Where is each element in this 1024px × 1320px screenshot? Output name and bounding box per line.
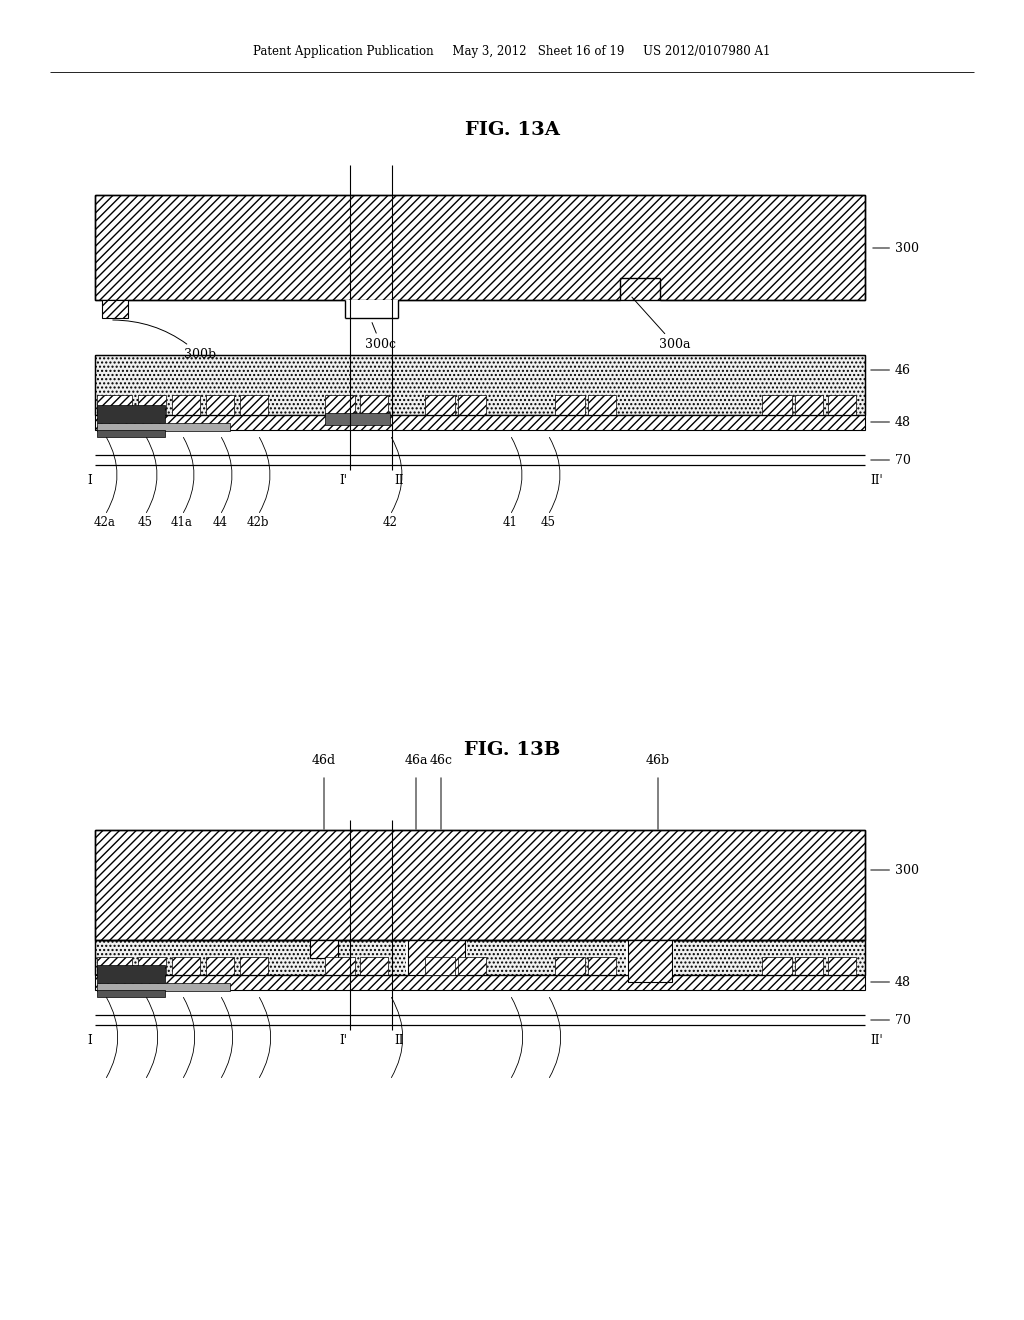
Bar — [408, 940, 465, 975]
Bar — [138, 395, 166, 414]
Text: 300a: 300a — [632, 297, 691, 351]
Bar — [97, 983, 230, 991]
Bar — [95, 195, 865, 300]
Text: 48: 48 — [870, 416, 911, 429]
Bar — [240, 395, 268, 414]
Text: 70: 70 — [870, 1014, 911, 1027]
Bar — [626, 940, 674, 977]
Text: FIG. 13A: FIG. 13A — [465, 121, 559, 139]
Text: II: II — [394, 1035, 403, 1048]
Bar — [425, 395, 455, 414]
Bar — [555, 395, 585, 414]
Bar — [138, 957, 166, 975]
Text: FIG. 13B: FIG. 13B — [464, 741, 560, 759]
Text: 46c: 46c — [429, 754, 453, 767]
Bar — [425, 957, 455, 975]
Bar — [95, 830, 865, 940]
Bar — [795, 395, 823, 414]
Bar — [95, 414, 865, 430]
Bar — [97, 957, 132, 975]
Text: 300: 300 — [870, 863, 919, 876]
Bar — [102, 300, 128, 318]
Bar — [762, 395, 792, 414]
Bar — [628, 940, 672, 982]
Text: 46b: 46b — [646, 754, 670, 767]
Bar — [555, 957, 585, 975]
Text: 41: 41 — [503, 516, 517, 529]
Text: Patent Application Publication     May 3, 2012   Sheet 16 of 19     US 2012/0107: Patent Application Publication May 3, 20… — [253, 45, 771, 58]
Text: 70: 70 — [870, 454, 911, 466]
Text: II': II' — [870, 474, 883, 487]
Bar — [95, 975, 865, 990]
Bar — [310, 940, 338, 958]
Bar — [325, 413, 390, 425]
Text: 42b: 42b — [247, 516, 269, 529]
Text: I': I' — [339, 1035, 347, 1048]
Text: II: II — [394, 474, 403, 487]
Bar — [97, 990, 165, 997]
Bar — [828, 395, 856, 414]
Bar — [102, 300, 128, 318]
Text: 300b: 300b — [113, 319, 216, 362]
Bar — [588, 957, 616, 975]
Text: II': II' — [870, 1035, 883, 1048]
Bar — [172, 957, 200, 975]
Bar — [588, 395, 616, 414]
Text: 300: 300 — [872, 242, 919, 255]
Bar — [240, 957, 268, 975]
Text: 48: 48 — [870, 975, 911, 989]
Bar — [97, 422, 230, 432]
Bar — [458, 395, 486, 414]
Text: 46a: 46a — [404, 754, 428, 767]
Bar — [628, 940, 672, 982]
Bar — [345, 300, 398, 318]
Text: 42a: 42a — [94, 516, 116, 529]
Text: 46: 46 — [870, 363, 911, 376]
Text: 45: 45 — [137, 516, 153, 529]
Text: 41a: 41a — [171, 516, 193, 529]
Bar — [97, 965, 165, 983]
Bar — [406, 940, 467, 977]
Bar — [95, 940, 865, 975]
Text: I': I' — [339, 474, 347, 487]
Bar — [360, 395, 388, 414]
Bar — [325, 957, 355, 975]
Bar — [206, 395, 234, 414]
Bar — [97, 405, 165, 422]
Text: 45: 45 — [541, 516, 555, 529]
Bar — [360, 957, 388, 975]
Bar — [828, 957, 856, 975]
Bar — [458, 957, 486, 975]
Bar — [795, 957, 823, 975]
Bar — [97, 395, 132, 414]
Bar — [95, 355, 865, 414]
Text: 42: 42 — [383, 516, 397, 529]
Bar — [408, 940, 465, 975]
Bar — [206, 957, 234, 975]
Bar — [97, 430, 165, 437]
Bar — [762, 957, 792, 975]
Bar — [310, 940, 338, 958]
Text: I: I — [88, 474, 92, 487]
Bar — [172, 395, 200, 414]
Bar — [325, 395, 355, 414]
Text: 44: 44 — [213, 516, 227, 529]
Text: I: I — [88, 1035, 92, 1048]
Text: 46d: 46d — [312, 754, 336, 767]
Text: 300c: 300c — [366, 322, 396, 351]
